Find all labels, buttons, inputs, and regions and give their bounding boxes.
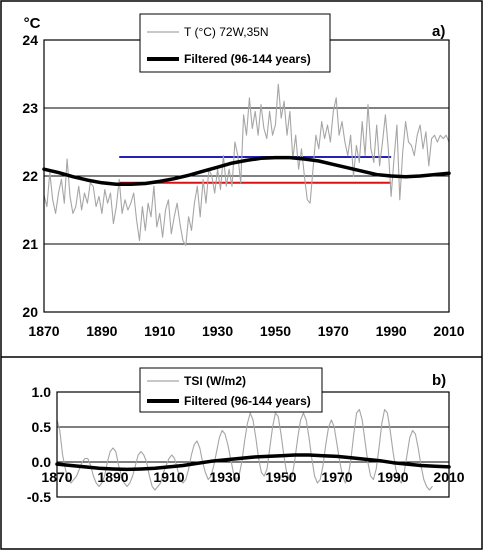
panel-a-x-tick-label-2: 1910 bbox=[144, 323, 175, 339]
panel-a-y-tick-labels: 20 21 22 23 24 bbox=[22, 32, 38, 320]
panel-b-y-tick-label-1: 0.0 bbox=[32, 454, 52, 470]
panel-b-y-tick-label-0: -0.5 bbox=[27, 489, 51, 505]
panel-b-legend: TSI (W/m2) Filtered (96-144 years) bbox=[139, 367, 323, 413]
panel-a-x-tick-label-3: 1930 bbox=[202, 323, 233, 339]
panel-a-x-tick-label-1: 1890 bbox=[86, 323, 117, 339]
panel-b-x-tick-label-3: 1930 bbox=[209, 469, 240, 485]
panel-a-y-tick-label-4: 24 bbox=[22, 32, 38, 48]
panel-a-x-tick-label-4: 1950 bbox=[260, 323, 291, 339]
panel-a-legend-box bbox=[139, 13, 331, 73]
panel-b-x-tick-label-7: 2010 bbox=[433, 469, 464, 485]
panel-b-legend-box bbox=[139, 367, 323, 413]
temperature-panel: 20 21 22 23 24 1870 1890 1910 1930 1950 1970 1990 2… bbox=[22, 13, 465, 339]
panel-b-x-tick-label-5: 1970 bbox=[321, 469, 352, 485]
panel-a-y-tick-label-2: 22 bbox=[22, 168, 38, 184]
panel-a-series-raw-line bbox=[43, 83, 450, 246]
panel-b-y-tick-labels: -0.5 0.0 0.5 1.0 bbox=[27, 384, 51, 505]
panel-a-series bbox=[42, 83, 451, 246]
panel-a-x-tick-label-7: 2010 bbox=[433, 323, 464, 339]
panel-b-x-tick-label-0: 1870 bbox=[41, 469, 72, 485]
panel-a-reference-lines bbox=[119, 155, 392, 184]
panel-a-legend: T (°C) 72W,35N Filtered (96-144 years) bbox=[139, 13, 331, 73]
panel-b-label: b) bbox=[432, 372, 446, 389]
panel-a-x-tick-label-6: 1990 bbox=[376, 323, 407, 339]
panel-a-x-tick-label-0: 1870 bbox=[28, 323, 59, 339]
panel-b-series bbox=[55, 408, 451, 491]
panel-b-series-filtered-line bbox=[55, 453, 451, 472]
panel-a-legend-label-filtered: Filtered (96-144 years) bbox=[184, 52, 311, 66]
panel-b-x-tick-label-4: 1950 bbox=[265, 469, 296, 485]
panel-a-y-tick-label-1: 21 bbox=[22, 236, 38, 252]
panel-a-label: a) bbox=[432, 23, 445, 40]
panel-a-series-filtered-line bbox=[42, 155, 451, 186]
panel-b-x-tick-label-6: 1990 bbox=[377, 469, 408, 485]
panel-a-y-tick-label-3: 23 bbox=[22, 100, 38, 116]
tsi-panel: -0.5 0.0 0.5 1.0 1870 1890 1910 1930 1950 1970 19… bbox=[27, 367, 465, 505]
panel-b-x-tick-labels: 1870 1890 1910 1930 1950 1970 1990 2010 bbox=[41, 469, 464, 485]
panel-b-y-tick-label-2: 0.5 bbox=[32, 419, 52, 435]
panel-a-x-tick-label-5: 1970 bbox=[318, 323, 349, 339]
panel-b-x-tick-label-2: 1910 bbox=[153, 469, 184, 485]
panel-a-legend-label-temperature: T (°C) 72W,35N bbox=[184, 25, 269, 39]
panel-a-y-tick-label-0: 20 bbox=[22, 304, 38, 320]
panel-a-x-tick-labels: 1870 1890 1910 1930 1950 1970 1990 2010 bbox=[28, 323, 464, 339]
panel-b-y-tick-label-3: 1.0 bbox=[32, 384, 52, 400]
panel-b-legend-label-filtered: Filtered (96-144 years) bbox=[184, 394, 311, 408]
panel-b-x-tick-label-1: 1890 bbox=[97, 469, 128, 485]
panel-a-y-axis-label: °C bbox=[24, 15, 41, 32]
panel-b-legend-label-tsi: TSI (W/m2) bbox=[184, 374, 246, 388]
